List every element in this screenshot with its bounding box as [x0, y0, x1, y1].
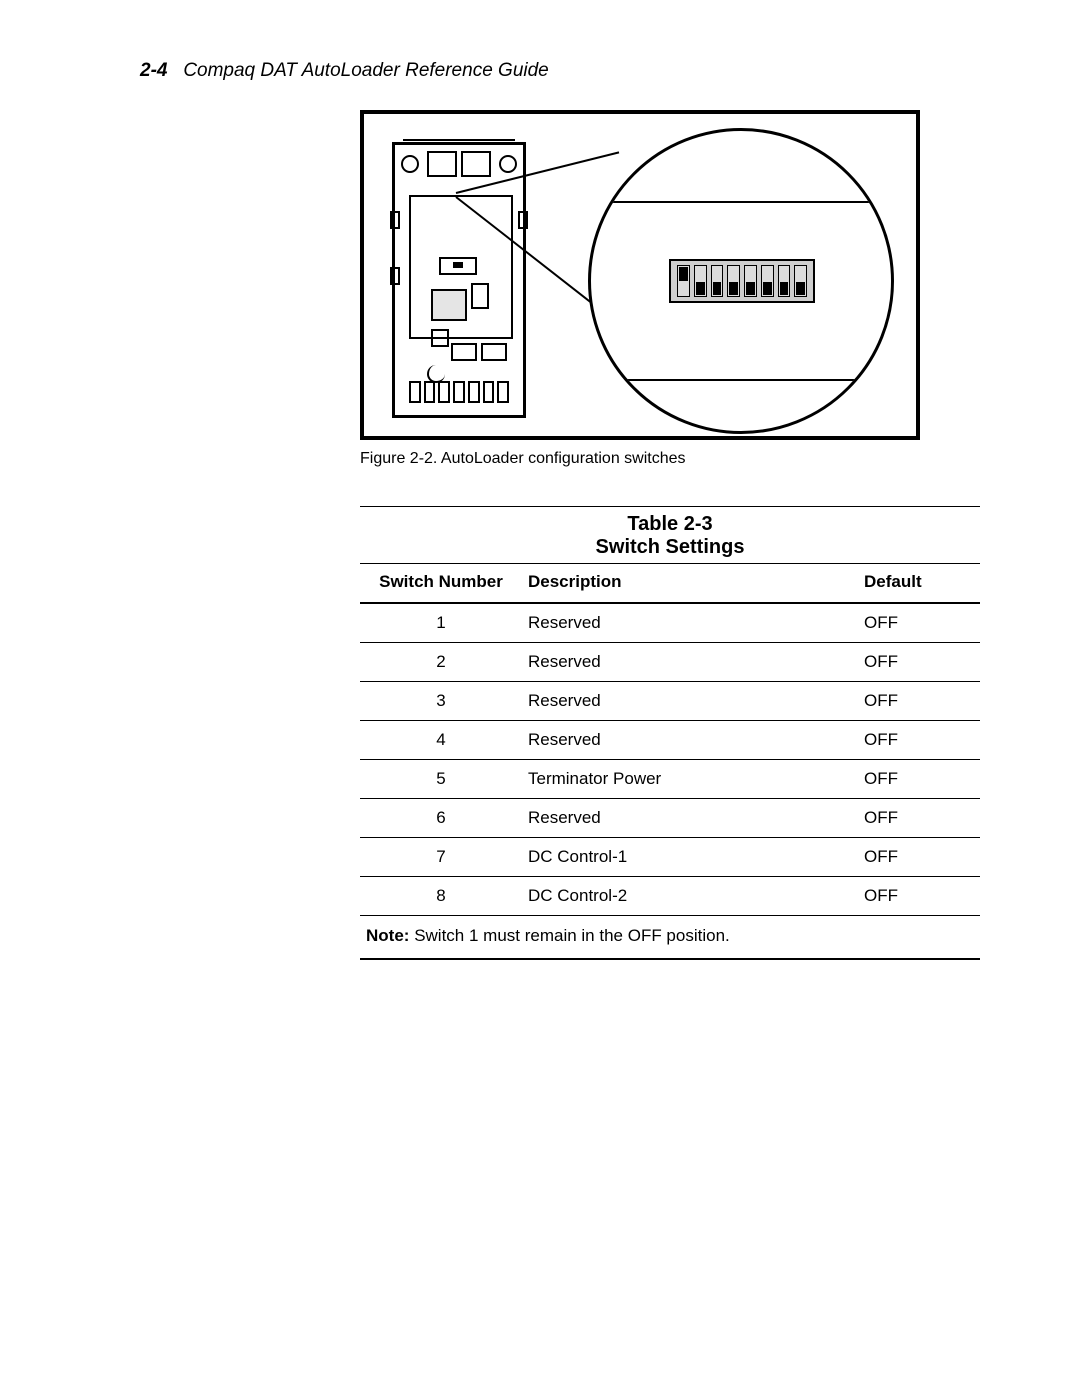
dip-switch-enlarged [669, 259, 815, 303]
col-switch-number: Switch Number [360, 564, 522, 604]
dip-switch-small-icon [439, 257, 477, 275]
cell-description: Reserved [522, 799, 858, 838]
cell-default: OFF [858, 838, 980, 877]
table-row: 4ReservedOFF [360, 721, 980, 760]
dip-switch-toggle [727, 265, 740, 297]
switch-settings-table: Switch Number Description Default 1Reser… [360, 563, 980, 960]
table-section: Table 2-3 Switch Settings Switch Number … [360, 506, 980, 960]
cell-description: DC Control-2 [522, 877, 858, 916]
note-text: Switch 1 must remain in the OFF position… [414, 926, 730, 945]
figure-caption: Figure 2-2. AutoLoader configuration swi… [360, 450, 980, 468]
figure-container: Figure 2-2. AutoLoader configuration swi… [360, 110, 980, 468]
connector-row [409, 381, 509, 403]
cell-description: Reserved [522, 603, 858, 643]
table-row: 8DC Control-2OFF [360, 877, 980, 916]
cell-default: OFF [858, 760, 980, 799]
col-default: Default [858, 564, 980, 604]
cell-switch-number: 3 [360, 682, 522, 721]
table-note: Note: Switch 1 must remain in the OFF po… [360, 916, 980, 960]
cell-switch-number: 8 [360, 877, 522, 916]
cell-description: Terminator Power [522, 760, 858, 799]
cell-description: Reserved [522, 643, 858, 682]
col-description: Description [522, 564, 858, 604]
dip-switch-toggle [778, 265, 791, 297]
cell-switch-number: 7 [360, 838, 522, 877]
dip-switch-toggle [677, 265, 690, 297]
cell-description: Reserved [522, 721, 858, 760]
note-label: Note: [366, 926, 409, 945]
table-row: 2ReservedOFF [360, 643, 980, 682]
cell-description: Reserved [522, 682, 858, 721]
figure-box [360, 110, 920, 440]
cell-switch-number: 6 [360, 799, 522, 838]
cell-switch-number: 2 [360, 643, 522, 682]
page: 2-4 Compaq DAT AutoLoader Reference Guid… [0, 0, 1080, 1397]
cell-default: OFF [858, 877, 980, 916]
running-header: 2-4 Compaq DAT AutoLoader Reference Guid… [140, 60, 980, 82]
dip-switch-toggle [794, 265, 807, 297]
dip-switch-toggle [761, 265, 774, 297]
table-row: 6ReservedOFF [360, 799, 980, 838]
cell-description: DC Control-1 [522, 838, 858, 877]
dip-switch-toggle [711, 265, 724, 297]
cell-switch-number: 5 [360, 760, 522, 799]
screw-icon [401, 155, 419, 173]
table-title: Switch Settings [360, 536, 980, 559]
dip-switch-toggle [694, 265, 707, 297]
table-row: 7DC Control-1OFF [360, 838, 980, 877]
table-number: Table 2-3 [360, 513, 980, 536]
cell-default: OFF [858, 682, 980, 721]
table-row: 3ReservedOFF [360, 682, 980, 721]
cell-default: OFF [858, 721, 980, 760]
page-number: 2-4 [140, 60, 167, 81]
table-row: 1ReservedOFF [360, 603, 980, 643]
header-title: Compaq DAT AutoLoader Reference Guide [183, 60, 548, 81]
cell-default: OFF [858, 603, 980, 643]
cell-switch-number: 4 [360, 721, 522, 760]
cell-switch-number: 1 [360, 603, 522, 643]
screw-icon [499, 155, 517, 173]
dip-switch-toggle [744, 265, 757, 297]
cell-default: OFF [858, 799, 980, 838]
zoom-circle [588, 128, 894, 434]
device-diagram [392, 142, 526, 418]
table-row: 5Terminator PowerOFF [360, 760, 980, 799]
cell-default: OFF [858, 643, 980, 682]
